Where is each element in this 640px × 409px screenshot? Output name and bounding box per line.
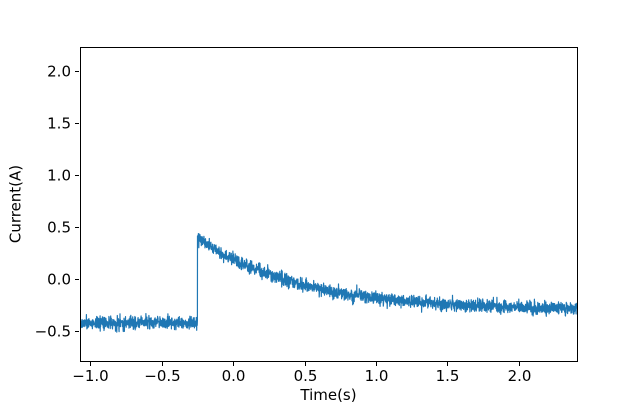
y-tick-label: 0.5 bbox=[47, 219, 71, 237]
y-tick-label: 1.0 bbox=[47, 167, 71, 185]
y-tick-label: 1.5 bbox=[47, 115, 71, 133]
x-tick-label: 1.5 bbox=[436, 367, 460, 385]
y-tick-label: 2.0 bbox=[47, 63, 71, 81]
y-axis-label: Current(A) bbox=[6, 164, 25, 244]
x-tick-label: 2.0 bbox=[508, 367, 532, 385]
x-tick-label: 0.5 bbox=[294, 367, 318, 385]
x-tick-label: 1.0 bbox=[365, 367, 389, 385]
x-axis-label: Time(s) bbox=[300, 386, 357, 404]
x-tick-label: −0.5 bbox=[144, 367, 180, 385]
y-tick-label: 0.0 bbox=[47, 271, 71, 289]
data-trace bbox=[80, 233, 577, 333]
x-tick-label: −1.0 bbox=[72, 367, 108, 385]
axes-frame bbox=[80, 47, 578, 362]
y-tick-label: −0.5 bbox=[35, 323, 71, 341]
x-tick-label: 0.0 bbox=[222, 367, 246, 385]
